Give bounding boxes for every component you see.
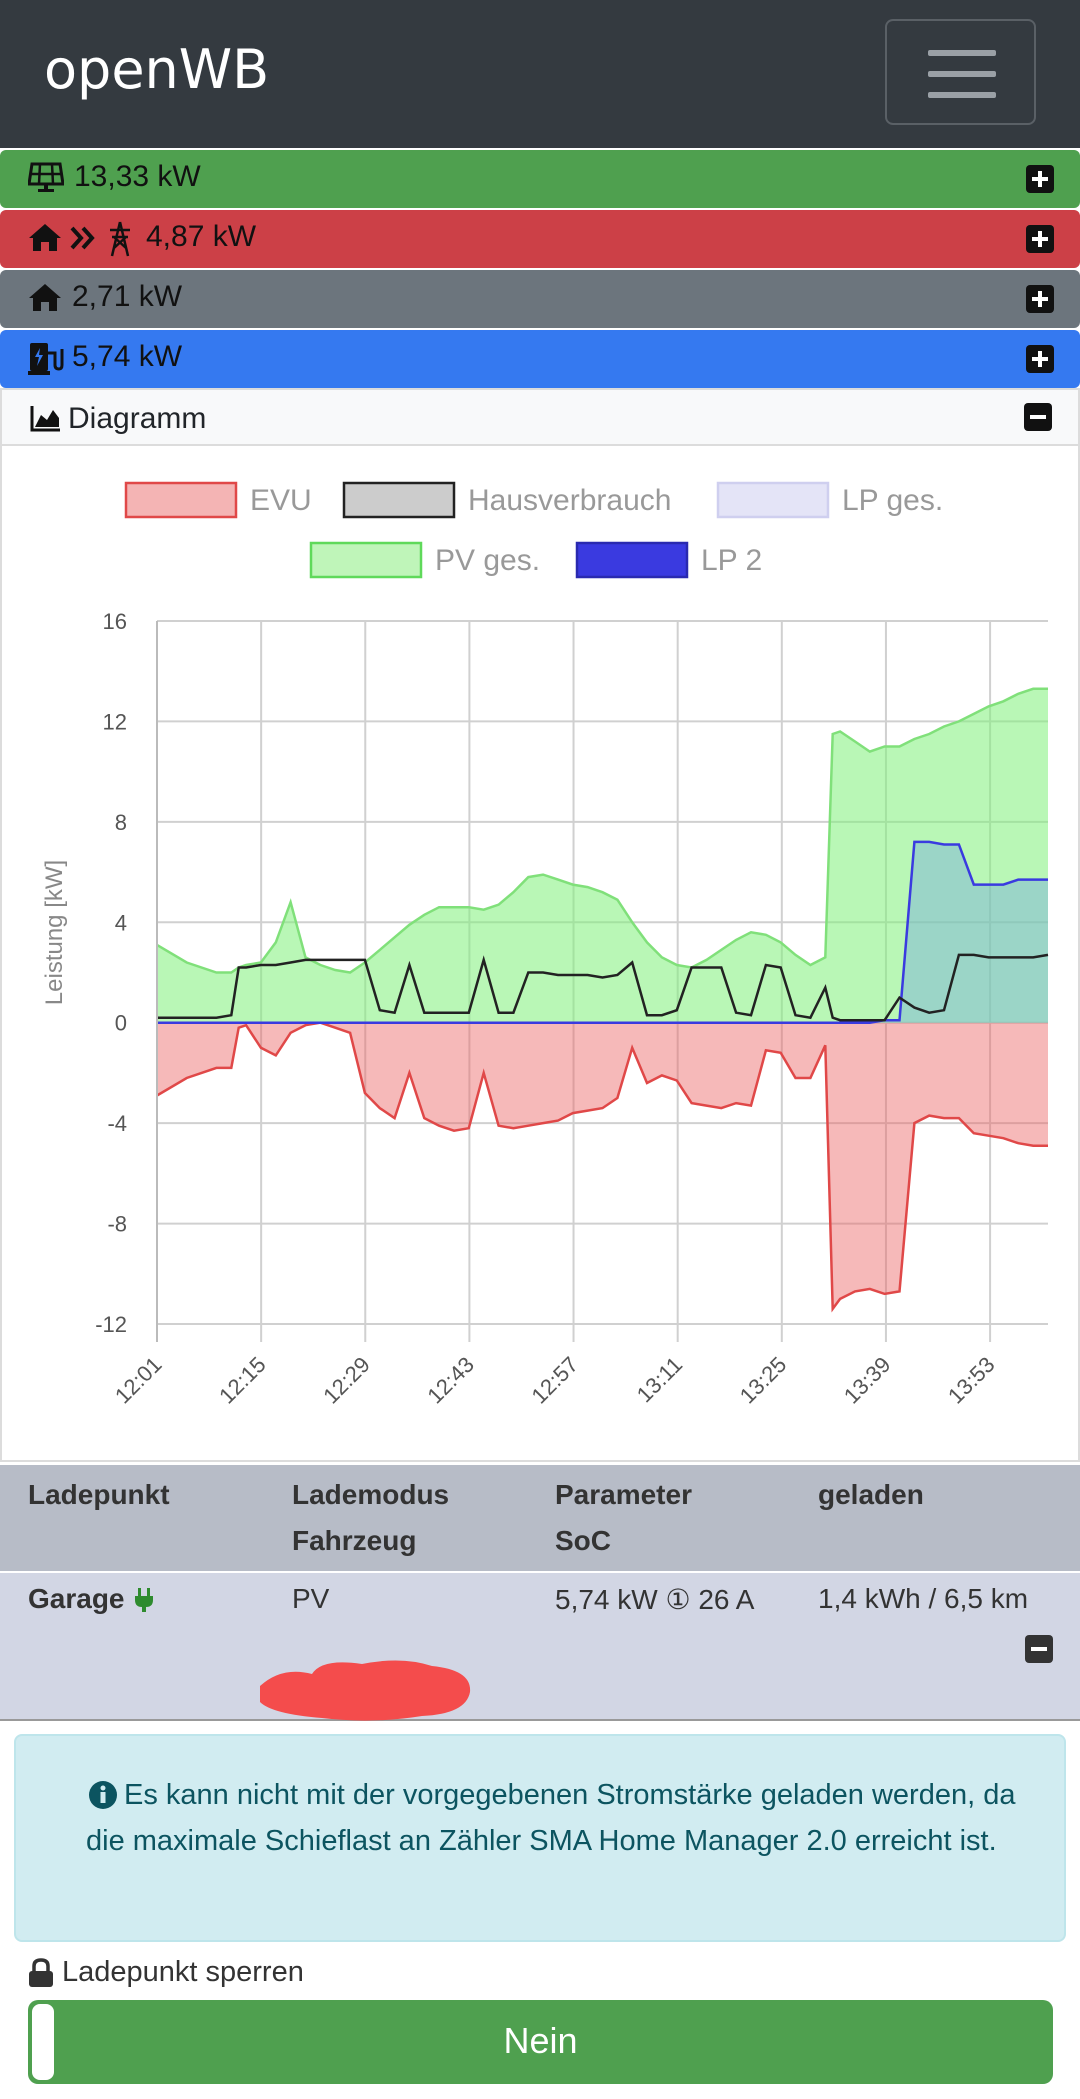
- home-icon: [29, 284, 61, 311]
- x-tick-label: 12:43: [422, 1352, 479, 1409]
- charged-amount: 1,4 kWh / 6,5 km: [818, 1583, 1029, 1614]
- menu-icon-line: [928, 71, 996, 77]
- col-ladepunkt: Ladepunkt: [28, 1479, 170, 1510]
- y-tick-label: 0: [115, 1011, 127, 1036]
- charge-mode: PV: [292, 1583, 330, 1614]
- col-geladen: geladen: [818, 1479, 924, 1510]
- charging-station-icon: [28, 343, 64, 375]
- brand-title[interactable]: openWB: [44, 38, 270, 101]
- x-tick-label: 12:01: [110, 1352, 167, 1409]
- series-line-hausverbrauch: [157, 953, 1049, 1022]
- pv-power-bar[interactable]: 13,33 kW: [0, 150, 1080, 208]
- info-alert: Es kann nicht mit der vorgegebenen Strom…: [14, 1734, 1066, 1942]
- x-tick-label: 12:29: [318, 1352, 375, 1409]
- legend-label: LP 2: [701, 544, 762, 577]
- legend-swatch: [309, 541, 423, 579]
- series-line-pv-ges-: [156, 687, 1048, 974]
- x-tick-label: 13:53: [943, 1352, 1000, 1409]
- collapse-minus-icon[interactable]: [1024, 403, 1052, 431]
- charge-parameters: 5,74 kW ① 26 A: [555, 1584, 755, 1615]
- col-parameter: Parameter: [555, 1479, 692, 1510]
- toggle-knob: [32, 2004, 54, 2080]
- legend-swatch: [342, 481, 456, 519]
- expand-plus-icon[interactable]: [1026, 225, 1054, 253]
- chargepoint-table-header: Ladepunkt Lademodus Fahrzeug Parameter S…: [0, 1465, 1080, 1571]
- chargepoint-name: Garage: [28, 1583, 125, 1614]
- lock-icon: [29, 1958, 53, 1987]
- home-icon: [29, 224, 61, 251]
- x-tick-label: 12:15: [214, 1352, 271, 1409]
- x-tick-label: 13:39: [839, 1352, 896, 1409]
- y-tick-label: -12: [95, 1312, 127, 1337]
- legend-swatch: [716, 481, 830, 519]
- charge-power-bar[interactable]: 5,74 kW: [0, 330, 1080, 388]
- power-chart: 16 12 8 4 0 -4 -8 -12 12:01 12:15 12:29 12:43 12:57 1…: [41, 481, 1049, 1409]
- legend-label: EVU: [250, 484, 312, 517]
- double-chevron-right-icon: [70, 226, 95, 250]
- grid-power-value: 4,87 kW: [146, 220, 257, 253]
- y-tick-label: 12: [103, 709, 127, 734]
- x-tick-label: 13:11: [632, 1352, 687, 1407]
- x-tick-label: 13:25: [735, 1352, 792, 1409]
- info-icon: [89, 1781, 117, 1809]
- col-soc: SoC: [555, 1525, 611, 1556]
- menu-icon-line: [928, 92, 996, 98]
- navbar: openWB: [0, 0, 1080, 148]
- charge-power-value: 5,74 kW: [72, 340, 183, 373]
- legend-swatch: [575, 541, 689, 579]
- x-tick-label: 12:57: [526, 1352, 583, 1409]
- area-chart-icon: [30, 406, 60, 432]
- legend-label: PV ges.: [435, 544, 540, 577]
- expand-plus-icon[interactable]: [1026, 285, 1054, 313]
- pv-power-value: 13,33 kW: [74, 160, 201, 193]
- y-tick-label: 8: [115, 810, 127, 835]
- legend-swatch: [124, 481, 238, 519]
- diagram-header[interactable]: Diagramm: [0, 388, 1080, 446]
- plug-icon: [135, 1588, 153, 1612]
- collapse-minus-icon[interactable]: [1025, 1635, 1053, 1663]
- grid-power-bar[interactable]: 4,87 kW: [0, 210, 1080, 268]
- lock-toggle-button[interactable]: Nein: [28, 2000, 1053, 2084]
- menu-toggle-button[interactable]: [885, 19, 1036, 125]
- lock-toggle-label: Nein: [503, 2020, 578, 2061]
- redaction-scribble: [260, 1660, 471, 1721]
- expand-plus-icon[interactable]: [1026, 165, 1054, 193]
- col-lademodus: Lademodus: [292, 1479, 450, 1510]
- house-power-bar[interactable]: 2,71 kW: [0, 270, 1080, 328]
- y-tick-label: -4: [107, 1111, 127, 1136]
- lock-label: Ladepunkt sperren: [62, 1956, 304, 1988]
- house-power-value: 2,71 kW: [72, 280, 183, 313]
- diagram-label: Diagramm: [68, 402, 207, 435]
- menu-icon-line: [928, 50, 996, 56]
- y-tick-label: -8: [107, 1212, 127, 1237]
- series-area-lp-2: [157, 841, 1048, 1023]
- series-area-evu: [157, 1022, 1048, 1309]
- alert-text: Es kann nicht mit der vorgegebenen Strom…: [86, 1772, 1036, 1864]
- legend-label: Hausverbrauch: [468, 484, 671, 517]
- y-tick-label: 4: [115, 910, 127, 935]
- legend-label: LP ges.: [842, 484, 943, 517]
- table-row[interactable]: Garage PV 5,74 kW ① 26 A 1,4 kWh / 6,5 k…: [0, 1573, 1080, 1721]
- y-tick-label: 16: [103, 609, 127, 634]
- y-axis-label: Leistung [kW]: [41, 860, 68, 1005]
- power-tower-icon: [110, 221, 130, 257]
- alert-message: Es kann nicht mit der vorgegebenen Strom…: [86, 1779, 1016, 1857]
- series-line-lp-2: [157, 840, 1048, 1024]
- solar-panel-icon: [28, 162, 64, 192]
- expand-plus-icon[interactable]: [1026, 345, 1054, 373]
- col-fahrzeug: Fahrzeug: [292, 1525, 417, 1556]
